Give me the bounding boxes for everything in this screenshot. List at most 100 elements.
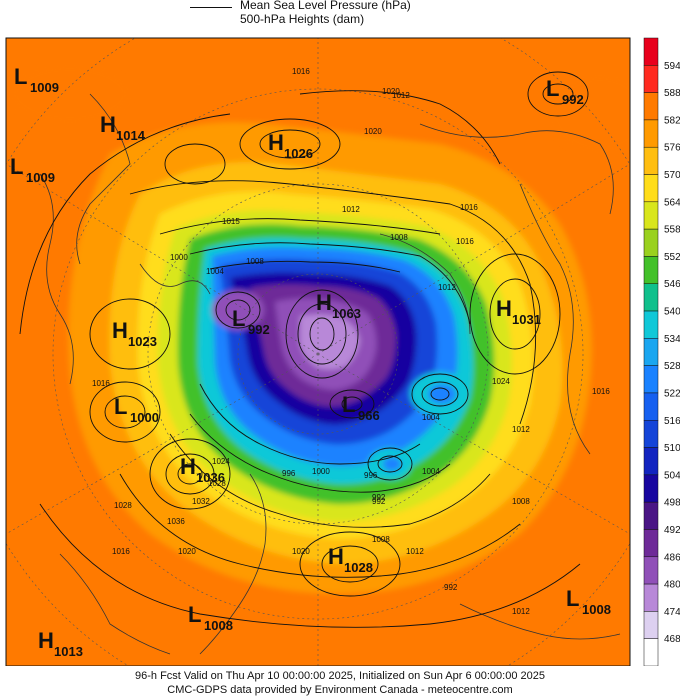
system-pressure-value: 1008 [204,618,233,633]
system-letter: H [496,296,512,321]
system-letter: L [546,76,559,101]
colorbar-tick-label: 522 [664,388,680,399]
isobar-value-label: 992 [444,583,458,592]
isobar-value-label: 1015 [222,217,240,226]
low-pressure-marker: L 966 [342,392,380,423]
isobar-1 [129,180,537,425]
colorbar-tick-label: 510 [664,443,680,454]
system-pressure-value: 992 [562,92,584,107]
low-pressure-marker: L 992 [546,76,584,107]
map-frame [5,37,631,666]
isobar-value-label: 1012 [438,283,456,292]
colorbar-swatch [643,92,659,121]
field-low-ne-core [428,384,456,404]
coastline-6 [59,553,171,655]
isobar-high-1026-in [259,129,321,159]
system-pressure-value: 1028 [344,560,373,575]
isobar-low-966-in [341,396,363,412]
colorbar-swatch [643,583,659,612]
colorbar-swatch [643,65,659,93]
colorbar-swatch [643,228,659,257]
colorbar-tick-label: 564 [664,197,680,208]
low-pressure-marker: L 1000 [114,394,159,425]
isobar-value-label: 1008 [246,257,264,266]
isobar-value-label: 1016 [92,379,110,388]
system-pressure-value: 1023 [128,334,157,349]
isobar-high-1063 [285,289,359,379]
isobar-value-label: 1020 [382,87,400,96]
system-letter: H [112,318,128,343]
field-ridge-nw [10,64,130,124]
footer-forecast-info: 96-h Fcst Valid on Thu Apr 10 00:00:00 2… [135,670,545,682]
geography [39,93,621,655]
high-pressure-marker: H 1013 [38,628,83,659]
graticule [6,38,630,666]
field-ridge-ne [550,74,630,154]
isobar-value-label: 1008 [512,497,530,506]
system-letter: L [232,306,245,331]
colorbar-tick-label: 516 [664,416,680,427]
isobar-value-label: 1020 [178,547,196,556]
system-pressure-value: 1014 [116,128,146,143]
isobar-high-1028-in [321,545,379,583]
isobar-value-label: 1024 [492,377,510,386]
colorbar-tick-label: 468 [664,634,680,645]
coastline-2 [39,173,74,385]
colorbar-tick-label: 546 [664,279,680,290]
coastline-4 [519,183,591,455]
isobar-value-label: 1012 [392,91,410,100]
isobar-8 [119,473,521,578]
colorbar-tick-label: 540 [664,307,680,318]
isobar-high-1031 [469,253,561,375]
field-low-w [212,290,264,330]
system-letter: L [14,64,27,89]
isobar-low-w [215,291,261,329]
isobar-low-se-in [377,455,403,473]
colorbar-swatch [643,256,659,284]
system-pressure-value: 1063 [332,306,361,321]
colorbar-tick-label: 498 [664,498,680,509]
system-letter: H [316,290,332,315]
colorbar-tick-label: 558 [664,225,680,236]
colorbar-swatch [643,174,659,203]
colorbar-tick-label: 552 [664,252,680,263]
system-letter: L [566,586,579,611]
system-letter: L [188,602,201,627]
system-letter: H [180,454,196,479]
isobar-4 [209,260,401,273]
isobar-value-label: 1004 [422,413,440,422]
colorbar-swatch [643,474,659,503]
isobar-high-1014 [164,143,226,185]
isobar-value-label: 996 [282,469,296,478]
system-letter: H [38,628,54,653]
isobar-10 [19,113,231,335]
colorbar-tick-label: 582 [664,115,680,126]
isobar-value-label: 1012 [512,607,530,616]
colorbar-swatch [643,310,659,339]
low-pressure-marker: L 1009 [14,64,59,95]
isobars [19,71,589,628]
isobar-value-label: 996 [364,471,378,480]
colorbar-swatch [643,201,659,230]
isobar-low-1000 [89,381,161,443]
system-letter: L [342,392,355,417]
isobar-high-1031-in [489,278,541,350]
isobar-value-label: 1004 [206,267,224,276]
low-pressure-marker: L 1009 [10,154,55,185]
colorbar-swatch [643,638,659,666]
isobar-high-1063-in [297,303,347,365]
high-pressure-marker: H 1026 [268,130,313,161]
isobar-3 [189,242,471,325]
isobar-low-992-in [542,83,574,105]
colorbar-tick-label: 528 [664,361,680,372]
isobar-value-label: 1028 [114,501,132,510]
colorbar-swatch [643,501,659,530]
isobar-2 [159,218,441,235]
isobar-low-966 [329,389,375,419]
high-pressure-marker: H 1036 [180,454,225,485]
colorbar-tick-label: 534 [664,334,680,345]
colorbar-swatch [643,365,659,394]
